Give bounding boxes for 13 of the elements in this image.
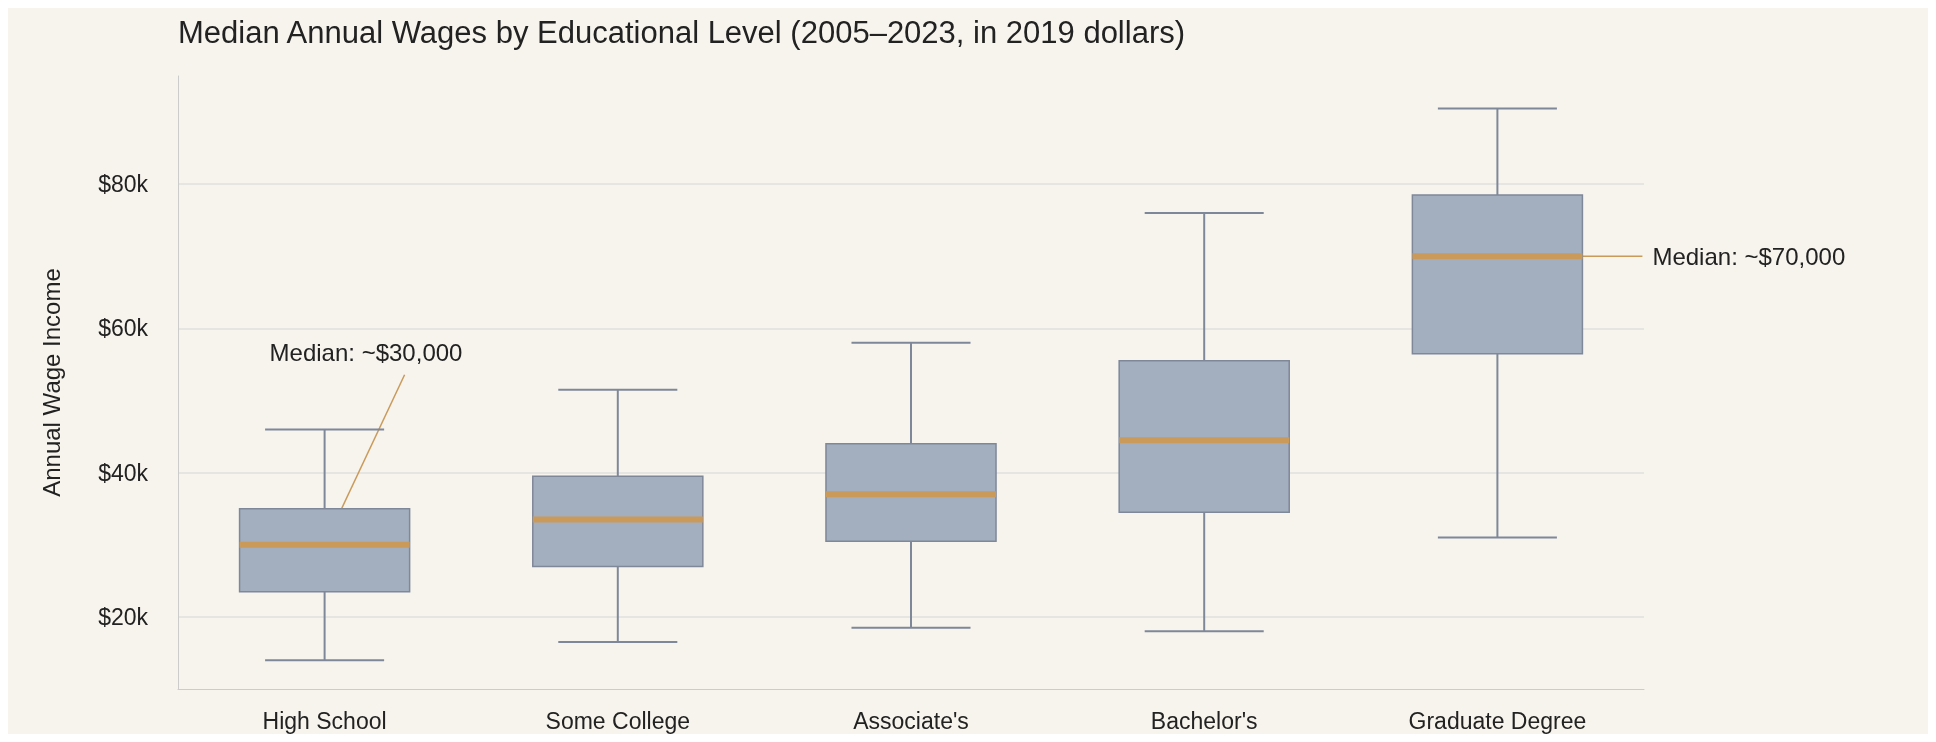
annotation: Median: ~$70,000	[1652, 242, 1846, 270]
x-tick-label: Associate's	[853, 707, 969, 734]
chart-title: Median Annual Wages by Educational Level (2005–2023, in 2019 dollars)	[178, 15, 1186, 50]
x-tick-label: High School	[262, 707, 387, 734]
annotation: Median: ~$30,000	[269, 339, 463, 367]
y-axis-title: Annual Wage Income	[37, 268, 65, 497]
x-tick-label: Some College	[545, 707, 691, 734]
y-tick-label: $40k	[98, 459, 149, 486]
x-tick-label: Graduate Degree	[1408, 707, 1587, 734]
y-tick-label: $80k	[98, 171, 149, 198]
y-tick-label: $60k	[98, 315, 149, 342]
y-tick-label: $20k	[98, 603, 149, 630]
x-tick-label: Bachelor's	[1150, 707, 1258, 734]
